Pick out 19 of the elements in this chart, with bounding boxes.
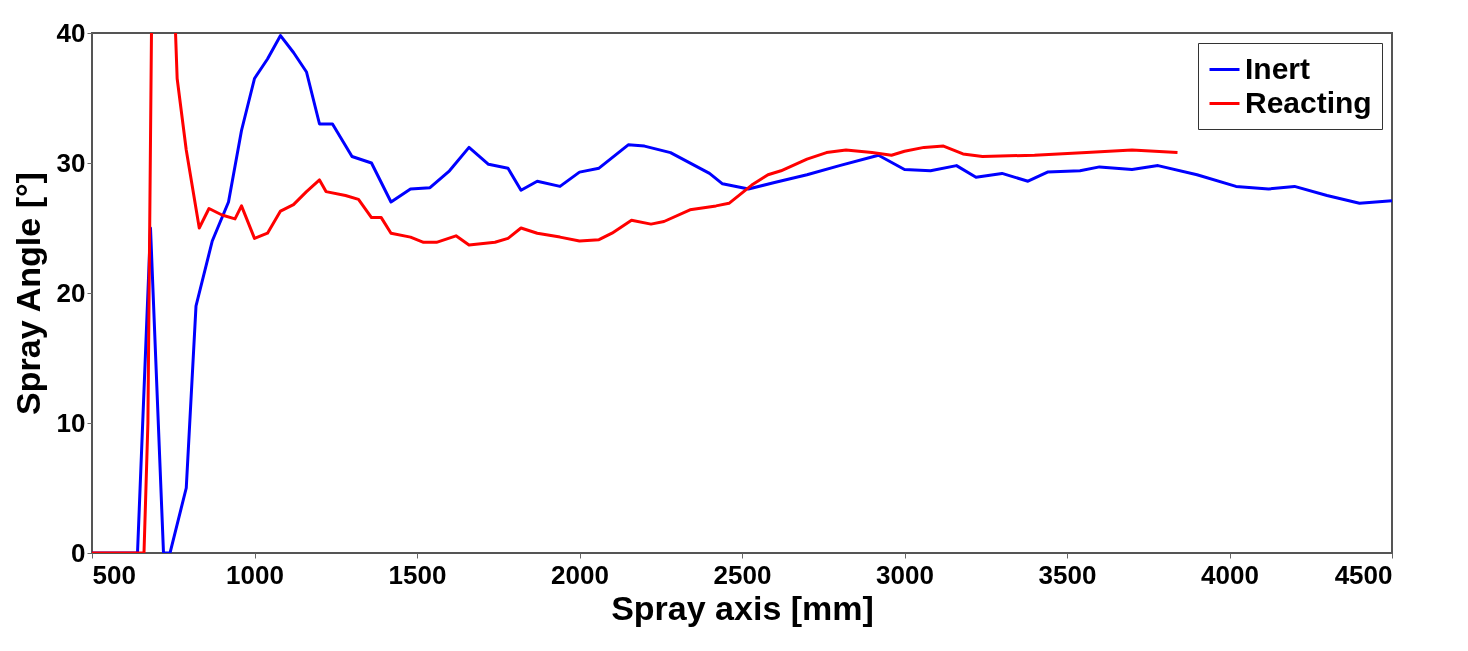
x-tick-label: 3500 bbox=[1038, 559, 1097, 590]
y-tick-label: 30 bbox=[56, 147, 86, 178]
legend-label: Inert bbox=[1245, 51, 1311, 85]
x-tick-label: 1000 bbox=[226, 559, 284, 590]
x-tick-label: 3000 bbox=[876, 559, 934, 590]
x-tick-label: 2500 bbox=[713, 559, 772, 590]
y-tick-label: 20 bbox=[56, 277, 86, 308]
x-tick-label: 4500 bbox=[1334, 559, 1393, 590]
y-tick-label: 10 bbox=[56, 407, 86, 438]
line-series bbox=[92, 34, 1392, 553]
y-tick-label: 0 bbox=[71, 537, 86, 568]
x-tick-label: 500 bbox=[92, 559, 136, 590]
x-axis-title: Spray axis [mm] bbox=[611, 588, 874, 627]
x-tick-label: 2000 bbox=[551, 559, 609, 590]
y-tick-label: 40 bbox=[56, 17, 86, 48]
x-tick-label: 4000 bbox=[1201, 559, 1259, 590]
x-tick-label: 1500 bbox=[388, 559, 447, 590]
legend-label: Reacting bbox=[1245, 85, 1372, 119]
y-axis-title: Spray Angle [°] bbox=[8, 172, 47, 415]
